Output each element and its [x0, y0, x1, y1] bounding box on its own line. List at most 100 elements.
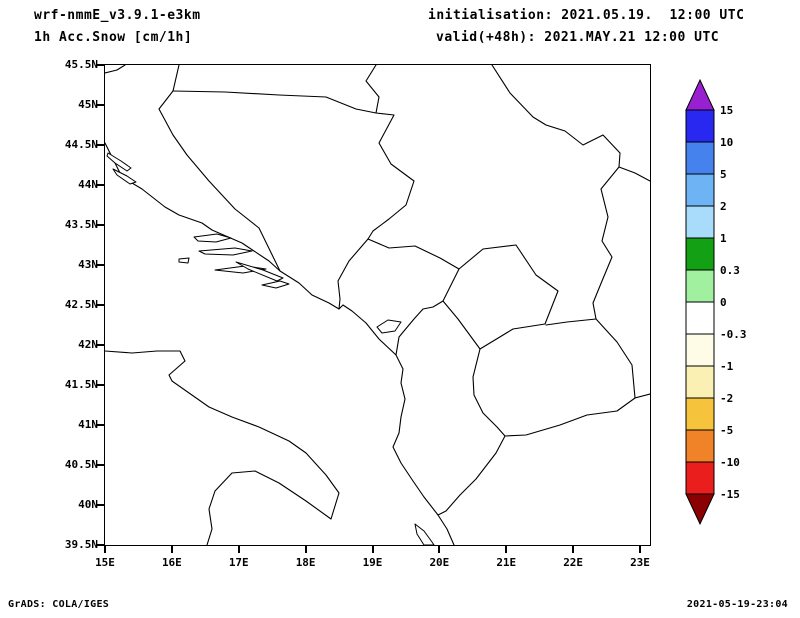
x-tick-mark: [639, 546, 641, 553]
y-tick-mark: [96, 464, 104, 466]
y-tick-mark: [96, 144, 104, 146]
colorbar-label: -5: [720, 424, 733, 437]
y-tick-mark: [96, 424, 104, 426]
y-tick-mark: [96, 264, 104, 266]
border-serbia-macedonia: [545, 318, 597, 326]
colorbar-label: 0: [720, 296, 727, 309]
colorbar-segment: [685, 141, 715, 175]
border-albania-east-greece: [437, 348, 506, 516]
coastline-italy: [105, 350, 340, 545]
x-tick-label: 19E: [362, 556, 383, 569]
x-tick-mark: [304, 546, 307, 553]
y-tick-mark: [96, 504, 104, 506]
colorbar-label: -0.3: [720, 328, 747, 341]
border-croatia-serbia: [365, 65, 380, 114]
colorbar-label: 2: [720, 200, 727, 213]
colorbar-arrow-bottom: [685, 493, 715, 526]
colorbar-segment: [685, 365, 715, 399]
colorbar-svg: 15 10 5 2 1 0.3 0 -0.3 -1 -2 -5 -10 -15: [685, 78, 747, 526]
y-tick-mark: [96, 104, 104, 106]
colorbar-arrow-top: [685, 78, 715, 111]
border-montenegro-albania: [395, 300, 444, 356]
border-montenegro-serbia: [367, 238, 460, 270]
colorbar-label: 5: [720, 168, 727, 181]
x-tick-label: 22E: [563, 556, 584, 569]
lake-skadar: [376, 319, 402, 334]
colorbar-segment: [685, 269, 715, 303]
colorbar-label: 15: [720, 104, 733, 117]
x-tick-mark: [438, 546, 441, 553]
island-brac: [193, 233, 232, 243]
valid-time: valid(+48h): 2021.MAY.21 12:00 UTC: [436, 30, 720, 45]
y-tick-mark: [96, 544, 104, 546]
peninsula-peljesac: [235, 261, 284, 282]
colorbar-label: -15: [720, 488, 740, 501]
field-title: 1h Acc.Snow [cm/1h]: [34, 30, 193, 45]
colorbar-segment: [685, 333, 715, 367]
x-tick-mark: [572, 546, 575, 553]
island-dugi-otok: [112, 168, 137, 185]
y-tick-mark: [96, 64, 104, 66]
y-tick-label: 44N: [78, 178, 98, 191]
x-tick-mark: [505, 546, 508, 553]
model-title: wrf-nmmE_v3.9.1-e3km: [34, 8, 201, 23]
y-axis-ticks: [96, 64, 104, 547]
border-sava-drina-montenegro: [172, 90, 415, 310]
y-tick-mark: [96, 224, 104, 226]
x-tick-mark: [237, 546, 240, 553]
y-tick-mark: [96, 344, 104, 346]
x-axis: 15E 16E 17E 18E 19E 20E 21E 22E 23E: [95, 546, 651, 576]
colorbar-segment: [685, 173, 715, 207]
colorbar-label: 0.3: [720, 264, 740, 277]
colorbar-segment: [685, 429, 715, 463]
y-tick-label: 43N: [78, 258, 98, 271]
island-zadar-archipelago: [106, 152, 132, 172]
border-macedonia-greece-bulgaria: [504, 318, 636, 437]
y-tick-label: 45.5N: [64, 58, 98, 71]
colorbar-segment: [685, 301, 715, 335]
border-slovenia-croatia: [105, 65, 126, 74]
y-tick-label: 42N: [78, 338, 98, 351]
x-tick-label: 18E: [295, 556, 316, 569]
border-greece-bulgaria-exit: [634, 393, 650, 399]
colorbar-label: 10: [720, 136, 733, 149]
x-tick-label: 20E: [429, 556, 450, 569]
y-tick-label: 40.5N: [64, 458, 98, 471]
map-svg: [105, 65, 650, 545]
x-tick-label: 16E: [161, 556, 182, 569]
y-tick-mark: [96, 304, 104, 306]
x-tick-label: 17E: [228, 556, 249, 569]
island-mljet: [261, 280, 290, 289]
island-corfu: [414, 523, 435, 545]
coastline-east-adriatic: [105, 142, 455, 545]
y-tick-mark: [96, 384, 104, 386]
colorbar: 15 10 5 2 1 0.3 0 -0.3 -1 -2 -5 -10 -15: [680, 76, 775, 536]
border-kosovo: [442, 244, 559, 350]
colorbar-label: -2: [720, 392, 733, 405]
colorbar-segment: [685, 237, 715, 271]
y-tick-label: 39.5N: [64, 538, 98, 551]
y-tick-label: 41.5N: [64, 378, 98, 391]
y-tick-label: 40N: [78, 498, 98, 511]
x-tick-label: 23E: [630, 556, 650, 569]
y-tick-label: 41N: [78, 418, 98, 431]
island-vis: [178, 257, 190, 264]
colorbar-segment: [685, 461, 715, 495]
border-serbia-romania-bulgaria: [491, 65, 621, 320]
creation-timestamp: 2021-05-19-23:04: [686, 599, 788, 610]
colorbar-label: -1: [720, 360, 734, 373]
y-tick-mark: [96, 184, 104, 186]
colorbar-label: 1: [720, 232, 727, 245]
x-tick-label: 21E: [496, 556, 517, 569]
x-tick-mark: [170, 546, 173, 553]
map-frame: [104, 64, 651, 546]
grads-credit: GrADS: COLA/IGES: [8, 599, 110, 610]
y-tick-label: 43.5N: [64, 218, 98, 231]
island-hvar: [198, 247, 253, 256]
colorbar-segment: [685, 205, 715, 239]
y-tick-label: 45N: [78, 98, 98, 111]
initialisation-time: initialisation: 2021.05.19. 12:00 UTC: [428, 8, 745, 23]
y-tick-label: 44.5N: [64, 138, 98, 151]
colorbar-label: -10: [720, 456, 740, 469]
